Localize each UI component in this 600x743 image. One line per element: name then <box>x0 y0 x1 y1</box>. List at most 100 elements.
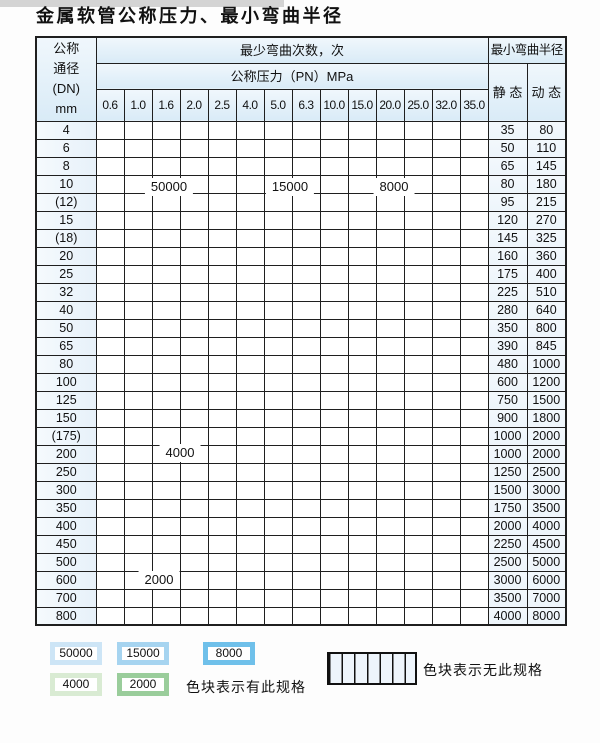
no-spec-cell <box>235 552 265 572</box>
dn-cell: 200 <box>35 444 97 464</box>
no-spec-cell <box>347 588 377 608</box>
no-spec-cell <box>263 516 293 536</box>
static-radius-cell: 350 <box>487 318 528 338</box>
spec-cell <box>123 120 153 140</box>
no-spec-cell <box>403 300 433 320</box>
spec-cell <box>235 228 265 248</box>
no-spec-cell <box>291 606 321 626</box>
spec-cell <box>459 120 489 140</box>
no-spec-cell <box>459 174 489 194</box>
no-spec-cell <box>347 462 377 482</box>
spec-cell <box>151 462 181 482</box>
spec-cell <box>375 246 405 266</box>
no-spec-cell <box>179 588 209 608</box>
static-radius-cell: 480 <box>487 354 528 374</box>
spec-cell <box>151 408 181 428</box>
no-spec-cell <box>207 570 237 590</box>
dn-cell: 80 <box>35 354 97 374</box>
table-row: 800 4000 8000 <box>35 606 567 626</box>
region-label: 15000 <box>265 178 315 196</box>
static-radius-cell: 900 <box>487 408 528 428</box>
no-spec-cell <box>263 408 293 428</box>
spec-cell <box>123 354 153 374</box>
static-radius-cell: 95 <box>487 192 528 212</box>
spec-cell <box>291 210 321 230</box>
header-row-2: 公称压力（PN）MPa 静 态 动 态 <box>36 62 567 122</box>
no-spec-cell <box>459 462 489 482</box>
scan-artifact <box>0 0 284 7</box>
region-label: 2000 <box>138 571 180 589</box>
dn-header: 公称 通径 (DN) mm <box>35 36 97 122</box>
spec-cell <box>179 264 209 284</box>
spec-cell <box>291 264 321 284</box>
spec-cell <box>179 462 209 482</box>
spec-cell <box>151 156 181 176</box>
static-radius-cell: 65 <box>487 156 528 176</box>
spec-cell <box>123 210 153 230</box>
dynamic-radius-cell: 7000 <box>526 588 567 608</box>
spec-cell <box>151 354 181 374</box>
spec-cell <box>123 408 153 428</box>
no-spec-cell <box>291 354 321 374</box>
no-spec-cell <box>459 318 489 338</box>
no-spec-cell <box>459 372 489 392</box>
no-spec-cell <box>235 498 265 518</box>
no-spec-cell <box>431 210 461 230</box>
spec-cell <box>179 498 209 518</box>
no-spec-cell <box>319 588 349 608</box>
spec-cell <box>235 318 265 338</box>
no-spec-cell <box>347 318 377 338</box>
static-radius-cell: 4000 <box>487 606 528 626</box>
spec-cell <box>403 210 433 230</box>
dynamic-radius-cell: 325 <box>526 228 567 248</box>
table-row: 700 3500 7000 <box>35 588 567 608</box>
dynamic-radius-cell: 215 <box>526 192 567 212</box>
no-spec-cell <box>291 444 321 464</box>
static-radius-cell: 2000 <box>487 516 528 536</box>
min-radius-header: 最小弯曲半径 <box>487 36 567 64</box>
no-spec-cell <box>263 390 293 410</box>
table-row: 8 65 145 <box>35 156 567 176</box>
no-spec-cell <box>235 588 265 608</box>
table-row: 15 120 270 <box>35 210 567 230</box>
spec-cell <box>291 318 321 338</box>
table-row: 300 1500 3000 <box>35 480 567 500</box>
spec-cell <box>375 156 405 176</box>
spec-cell <box>95 390 125 410</box>
no-spec-cell <box>179 606 209 626</box>
spec-cell <box>319 264 349 284</box>
spec-cell <box>263 138 293 158</box>
dynamic-radius-cell: 360 <box>526 246 567 266</box>
no-spec-cell <box>403 516 433 536</box>
dynamic-radius-cell: 2000 <box>526 444 567 464</box>
dn-cell: 100 <box>35 372 97 392</box>
no-spec-cell <box>347 282 377 302</box>
no-spec-cell <box>403 282 433 302</box>
spec-cell <box>291 120 321 140</box>
spec-cell <box>207 552 237 572</box>
spec-cell <box>263 282 293 302</box>
no-spec-cell <box>403 534 433 554</box>
legend-swatch-50000: 50000 <box>50 642 102 665</box>
no-spec-cell <box>375 516 405 536</box>
no-spec-cell <box>291 426 321 446</box>
no-spec-cell <box>431 228 461 248</box>
dynamic-radius-cell: 180 <box>526 174 567 194</box>
dn-cell: (18) <box>35 228 97 248</box>
spec-cell <box>347 264 377 284</box>
dynamic-radius-cell: 6000 <box>526 570 567 590</box>
spec-cell <box>207 516 237 536</box>
pressure-tick: 2.0 <box>179 88 209 122</box>
no-spec-cell <box>235 534 265 554</box>
dynamic-radius-cell: 3500 <box>526 498 567 518</box>
pressure-tick: 4.0 <box>235 88 265 122</box>
static-radius-cell: 3500 <box>487 588 528 608</box>
dynamic-radius-cell: 640 <box>526 300 567 320</box>
no-spec-cell <box>431 300 461 320</box>
spec-cell <box>235 462 265 482</box>
table-row: 80 480 1000 <box>35 354 567 374</box>
no-spec-cell <box>431 246 461 266</box>
spec-cell <box>207 498 237 518</box>
spec-cell <box>179 246 209 266</box>
spec-cell <box>263 354 293 374</box>
